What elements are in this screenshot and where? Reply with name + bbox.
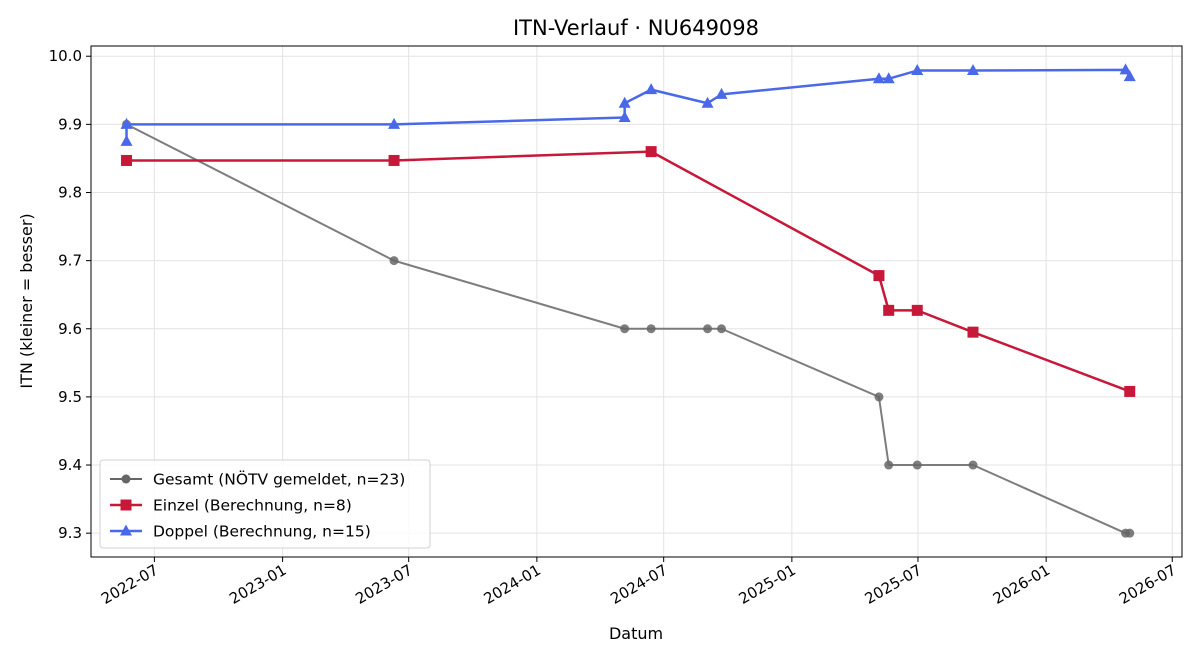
data-point [967,326,979,338]
y-tick-label: 9.6 [58,320,82,338]
legend-label: Gesamt (NÖTV gemeldet, n=23) [153,470,405,489]
data-point [883,304,895,316]
legend-label: Doppel (Berechnung, n=15) [153,523,371,541]
data-point [872,72,885,84]
data-point [966,64,979,76]
data-point [715,87,728,99]
data-point [1125,528,1135,538]
data-point [874,392,884,402]
series-line [126,150,1131,393]
data-point [701,96,714,108]
legend-marker [120,499,132,511]
legend-entry: Gesamt (NÖTV gemeldet, n=23) [110,470,405,489]
legend-box [99,459,431,549]
y-axis-title: ITN (kleiner = besser) [17,213,36,388]
data-point [873,270,885,282]
data-point [645,146,657,158]
data-point [388,154,400,166]
legend-entry: Einzel (Berechnung, n=8) [110,497,352,515]
data-point [911,304,923,316]
data-point [645,83,658,95]
plot-frame [90,45,1183,558]
series-line [125,68,1131,142]
y-tick-label: 9.8 [58,183,82,201]
data-point [618,96,631,108]
data-point [1124,385,1136,397]
series-layer [120,63,1136,538]
legend: Gesamt (NÖTV gemeldet, n=23) Einzel (Bere… [99,459,431,549]
y-tick-label: 9.4 [58,456,82,474]
y-tick-label: 9.3 [58,524,82,542]
chart-title: ITN-Verlauf · NU649098 [513,16,759,40]
series-3 [120,63,1136,146]
y-tick-label: 9.9 [58,115,82,133]
data-point [1119,63,1132,75]
legend-marker [121,474,131,484]
y-tick-label: 9.5 [58,388,82,406]
legend-entry: Doppel (Berechnung, n=15) [110,523,371,541]
data-point [120,134,133,146]
data-point [1123,70,1136,82]
data-point [912,460,922,470]
series-1 [122,119,1135,538]
legend-marker [120,524,132,536]
data-point [121,154,133,166]
data-point [388,117,401,129]
data-point [618,111,631,123]
data-point [882,72,895,84]
data-point [884,460,894,470]
series-line [126,123,1130,535]
y-tick-label: 10.0 [49,47,82,65]
data-point [646,324,656,334]
data-point [620,324,630,334]
data-point [911,64,924,76]
data-point [968,460,978,470]
data-point [389,256,399,266]
data-point [120,117,133,129]
series-2 [121,146,1136,397]
grid-layer [91,46,1182,557]
data-point [703,324,713,334]
data-point [716,324,726,334]
legend-label: Einzel (Berechnung, n=8) [153,497,352,515]
y-tick-label: 9.7 [58,252,82,270]
x-axis-title: Datum [609,624,663,643]
